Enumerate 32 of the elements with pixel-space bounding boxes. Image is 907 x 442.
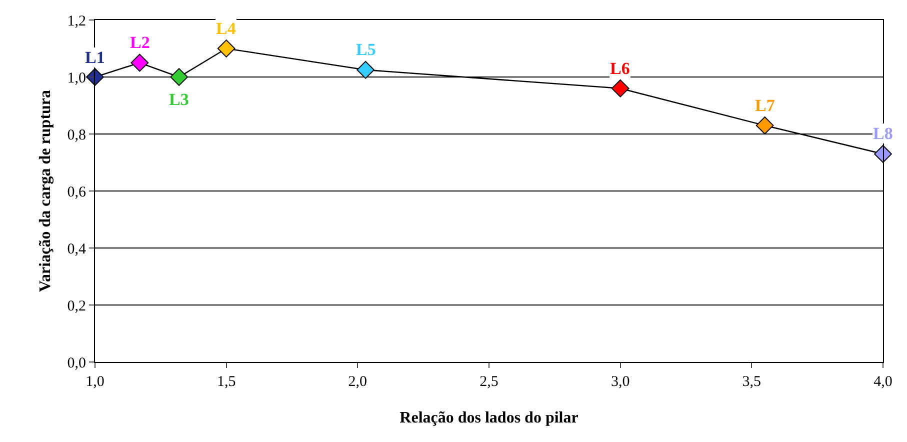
y-tick-label: 0,6 <box>67 184 86 200</box>
y-tick-label: 1,2 <box>67 13 86 30</box>
y-tick-label: 0,0 <box>67 355 86 372</box>
point <box>874 145 892 163</box>
point <box>611 79 630 98</box>
annotation: L7 <box>755 96 776 115</box>
y-tick-label: 0,4 <box>67 241 86 258</box>
annotation: L8 <box>873 124 893 143</box>
y-tick-label: 0,2 <box>67 298 86 314</box>
x-axis-title: Relação dos lados do pilar <box>400 410 578 427</box>
annotation: L4 <box>216 19 236 38</box>
annotation: L6 <box>610 59 630 78</box>
x-tick-label: 1,5 <box>216 374 236 390</box>
point <box>756 116 774 134</box>
annotation: L1 <box>85 48 105 67</box>
point <box>130 54 149 72</box>
annotation: L3 <box>169 90 189 109</box>
y-tick-label: 1,0 <box>67 70 86 86</box>
point <box>170 68 188 86</box>
x-tick-label: 3,5 <box>742 374 762 390</box>
x-tick-label: 2,5 <box>480 374 498 390</box>
annotation: L5 <box>356 40 376 59</box>
y-axis-title: Variação da carga de ruptura <box>37 90 54 292</box>
point <box>356 60 374 79</box>
y-tick-label: 0,8 <box>67 127 86 144</box>
x-tick-label: 2,0 <box>348 374 368 390</box>
x-tick-label: 4,0 <box>874 374 892 390</box>
point <box>86 68 104 86</box>
point <box>217 40 236 58</box>
annotation: L2 <box>130 33 150 52</box>
x-tick-label: 3,0 <box>610 374 630 390</box>
x-tick-label: 1,0 <box>86 374 104 390</box>
